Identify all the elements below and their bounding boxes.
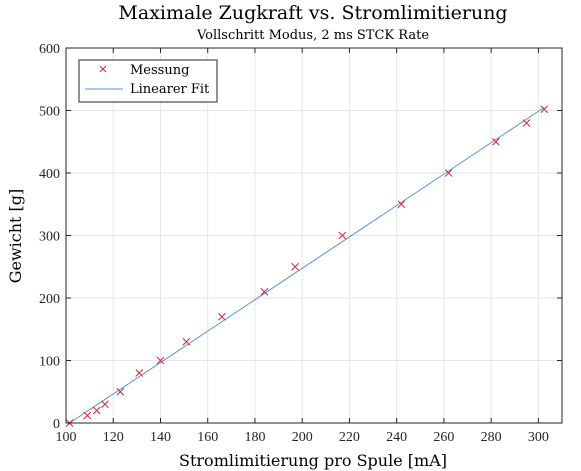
legend-box: [78, 59, 218, 103]
data-point: [397, 200, 406, 209]
x-tick-label: 160: [197, 430, 218, 445]
data-point: [492, 137, 500, 146]
data-point: [156, 356, 165, 365]
data-point: [101, 400, 109, 409]
data-point: [540, 105, 549, 114]
chart-subtitle: Vollschritt Modus, 2 ms STCK Rate: [196, 28, 429, 43]
x-tick-label: 240: [386, 430, 407, 445]
fit-line: [69, 106, 545, 424]
y-tick-label: 100: [39, 355, 60, 370]
y-axis-label: Gewicht [g]: [6, 189, 25, 284]
data-point: [291, 262, 299, 271]
data-point: [83, 411, 92, 420]
data-point: [218, 312, 226, 321]
y-tick-label: 500: [39, 105, 60, 120]
x-tick-label: 220: [339, 430, 360, 445]
x-tick-label: 280: [481, 430, 502, 445]
y-tick-label: 600: [39, 42, 60, 57]
x-tick-label: 140: [150, 430, 171, 445]
legend: Messung Linearer Fit: [78, 59, 218, 103]
chart-title: Maximale Zugkraft vs. Stromlimitierung: [118, 2, 507, 24]
y-tick-label: 200: [39, 292, 60, 307]
series-layer: [65, 105, 549, 427]
x-axis-label: Stromlimitierung pro Spule [mA]: [179, 451, 447, 470]
legend-label-fit: Linearer Fit: [130, 82, 210, 97]
data-point: [260, 287, 269, 296]
x-tick-label: 300: [528, 430, 549, 445]
grid: [65, 47, 562, 424]
data-point: [182, 337, 191, 346]
legend-marker-messung: [99, 65, 107, 73]
x-tick-label: 180: [244, 430, 265, 445]
x-tick-label: 120: [103, 430, 124, 445]
legend-label-messung: Messung: [130, 63, 189, 78]
y-tick-label: 300: [39, 230, 60, 245]
y-tick-label: 0: [53, 417, 60, 432]
data-point: [92, 406, 101, 415]
x-tick-label: 100: [56, 430, 77, 445]
data-point: [116, 387, 125, 396]
ticks: 100 120 140 160 180 200 220 240 260 280 3000100200…: [39, 42, 562, 445]
data-point: [135, 369, 144, 377]
y-tick-label: 400: [39, 167, 60, 182]
x-tick-label: 260: [433, 430, 454, 445]
data-point: [444, 169, 453, 177]
x-tick-label: 200: [292, 430, 313, 445]
data-point: [522, 119, 531, 127]
data-point: [338, 231, 347, 240]
